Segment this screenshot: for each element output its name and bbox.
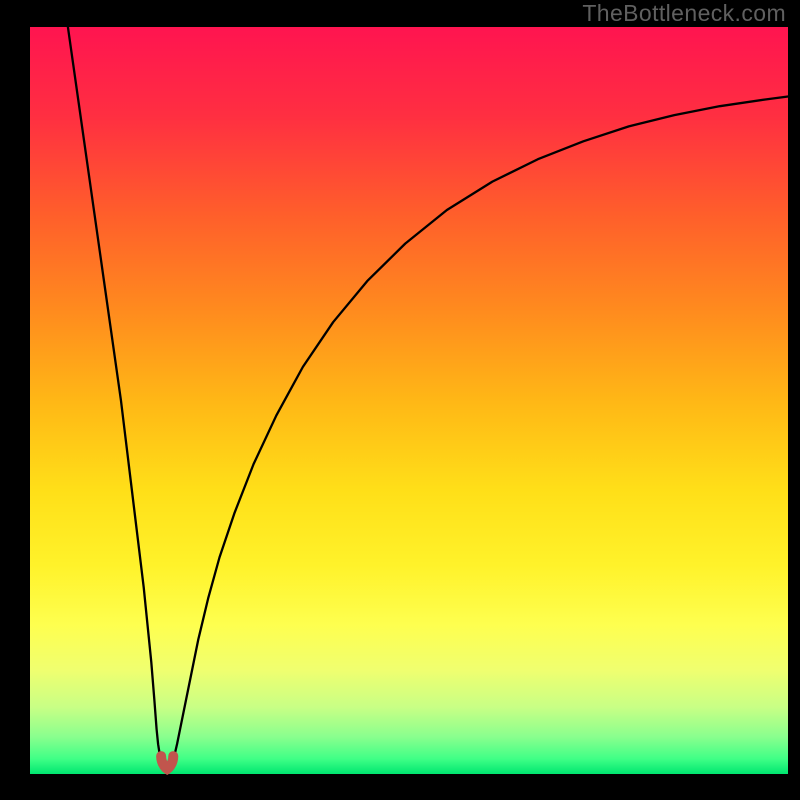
attribution-text: TheBottleneck.com — [582, 0, 786, 27]
chart-gradient-background — [30, 27, 788, 774]
bottleneck-chart — [0, 0, 800, 800]
chart-stage: TheBottleneck.com — [0, 0, 800, 800]
